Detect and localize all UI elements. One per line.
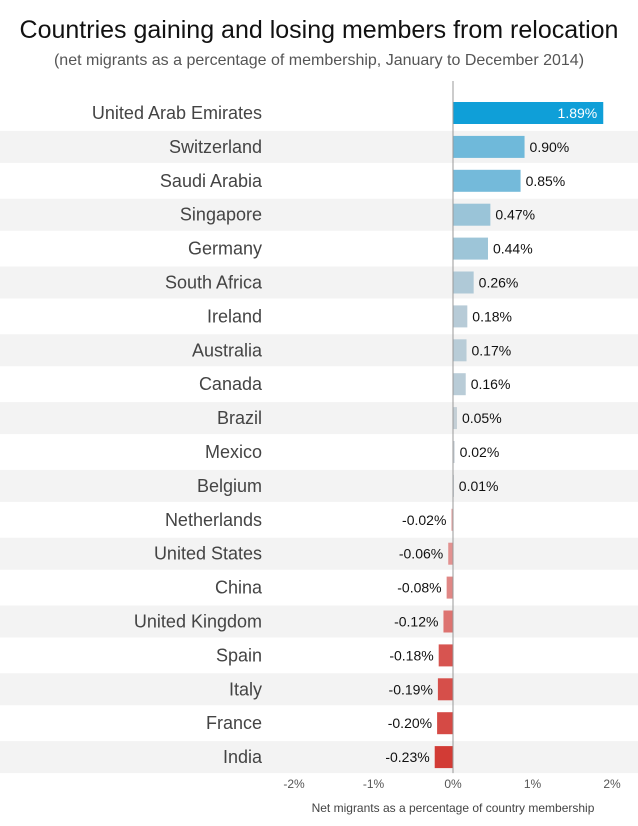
value-label-ireland: 0.18%	[472, 308, 512, 324]
row-stripe	[0, 266, 638, 299]
category-label-france: France	[206, 713, 262, 733]
value-label-south-africa: 0.26%	[479, 275, 519, 291]
category-label-singapore: Singapore	[180, 205, 262, 225]
bar-south-africa	[453, 271, 474, 294]
bar-australia	[453, 339, 467, 362]
x-tick-label: -1%	[363, 777, 385, 791]
bar-united-kingdom	[443, 610, 453, 633]
value-label-france: -0.20%	[388, 715, 432, 731]
category-label-ireland: Ireland	[207, 306, 262, 326]
value-label-saudi-arabia: 0.85%	[526, 173, 566, 189]
chart-title: Countries gaining and losing members fro…	[19, 16, 619, 44]
row-stripe	[0, 402, 638, 435]
category-label-india: India	[223, 747, 263, 767]
category-label-canada: Canada	[199, 374, 263, 394]
value-label-italy: -0.19%	[389, 681, 433, 697]
chart-subtitle: (net migrants as a percentage of members…	[53, 52, 585, 69]
category-label-south-africa: South Africa	[165, 273, 263, 293]
bar-switzerland	[453, 135, 525, 158]
value-label-australia: 0.17%	[472, 342, 512, 358]
row-stripe	[0, 741, 638, 774]
category-label-germany: Germany	[188, 239, 262, 259]
category-label-mexico: Mexico	[205, 442, 262, 462]
bar-italy	[437, 678, 453, 701]
value-label-brazil: 0.05%	[462, 410, 502, 426]
bar-france	[437, 712, 453, 735]
value-label-india: -0.23%	[385, 749, 429, 765]
category-label-netherlands: Netherlands	[165, 510, 262, 530]
row-stripe	[0, 130, 638, 163]
bar-spain	[438, 644, 453, 667]
category-label-italy: Italy	[229, 679, 262, 699]
bar-india	[434, 746, 453, 769]
bar-germany	[453, 237, 488, 260]
bar-singapore	[453, 203, 491, 226]
category-label-united-states: United States	[154, 544, 262, 564]
bar-united-states	[448, 542, 453, 565]
category-label-united-kingdom: United Kingdom	[134, 612, 262, 632]
x-tick-label: -2%	[283, 777, 305, 791]
x-tick-label: 0%	[444, 777, 462, 791]
bar-saudi-arabia	[453, 169, 521, 192]
value-label-united-kingdom: -0.12%	[394, 614, 438, 630]
category-label-spain: Spain	[216, 645, 262, 665]
value-label-switzerland: 0.90%	[530, 139, 570, 155]
row-stripe	[0, 334, 638, 367]
category-label-brazil: Brazil	[217, 408, 262, 428]
value-label-spain: -0.18%	[389, 647, 433, 663]
value-label-canada: 0.16%	[471, 376, 511, 392]
x-tick-label: 1%	[524, 777, 542, 791]
value-label-germany: 0.44%	[493, 241, 533, 257]
category-label-united-arab-emirates: United Arab Emirates	[92, 103, 262, 123]
value-label-united-arab-emirates: 1.89%	[558, 105, 598, 121]
row-stripe	[0, 198, 638, 231]
category-label-saudi-arabia: Saudi Arabia	[160, 171, 263, 191]
value-label-netherlands: -0.02%	[402, 512, 446, 528]
bar-china	[446, 576, 453, 599]
value-label-belgium: 0.01%	[459, 478, 499, 494]
category-label-australia: Australia	[192, 340, 263, 360]
value-label-united-states: -0.06%	[399, 546, 443, 562]
value-label-singapore: 0.47%	[495, 207, 535, 223]
bar-netherlands	[451, 508, 453, 531]
category-label-china: China	[215, 578, 263, 598]
x-tick-label: 2%	[603, 777, 621, 791]
category-label-belgium: Belgium	[197, 476, 262, 496]
row-stripe	[0, 605, 638, 638]
bar-brazil	[453, 407, 457, 430]
value-label-mexico: 0.02%	[460, 444, 500, 460]
row-stripe	[0, 537, 638, 570]
category-label-switzerland: Switzerland	[169, 137, 262, 157]
bar-mexico	[453, 441, 455, 463]
bar-canada	[453, 373, 466, 396]
value-label-china: -0.08%	[397, 580, 441, 596]
row-stripe	[0, 469, 638, 502]
x-axis-title: Net migrants as a percentage of country …	[312, 801, 595, 815]
row-stripe	[0, 673, 638, 706]
bar-united-arab-emirates	[453, 102, 604, 124]
bar-ireland	[453, 305, 468, 328]
